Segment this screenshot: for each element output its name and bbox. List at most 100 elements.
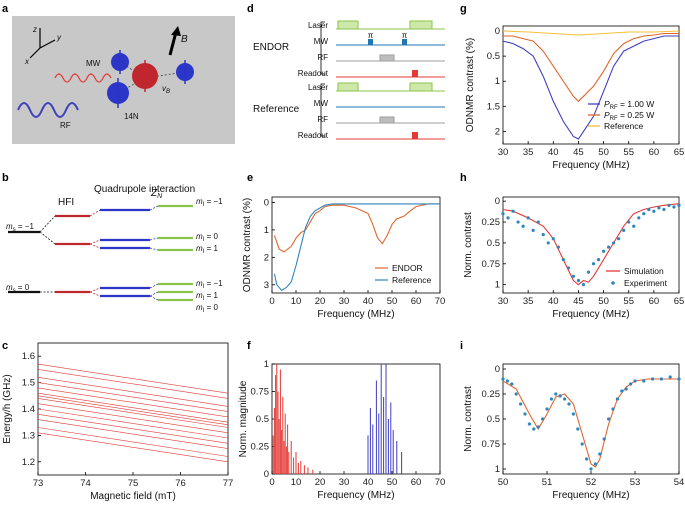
data-point	[580, 442, 584, 446]
y-tick-label: 1.5	[22, 378, 35, 389]
y-axis-label: Norm. magnitude	[238, 380, 249, 457]
x-tick-label: 60	[411, 296, 422, 307]
plot-frame	[502, 196, 680, 294]
ms-minus1-label: ms = −1	[6, 222, 34, 233]
data-point	[622, 228, 626, 232]
y-tick-label: 0.75	[482, 439, 501, 450]
data-point	[593, 462, 598, 466]
chart-e: 0 10 20 30 40 50 60 70 0 1 2 3 Frequency (MHz) ODNMR …	[242, 196, 445, 320]
row-label: RF	[317, 53, 328, 62]
y-tick-label: 1.3	[22, 430, 35, 441]
data-point	[541, 417, 545, 421]
data-point	[657, 206, 661, 210]
axis-label-x: x	[24, 57, 30, 66]
series-line	[37, 408, 229, 439]
mi-label-upper-0: mI = −1	[196, 197, 223, 208]
data-point	[677, 377, 681, 381]
y-axis-label: Energy/h (GHz)	[2, 374, 13, 443]
y-tick-label: 0.25	[482, 389, 501, 400]
panel-letter-e: e	[247, 172, 253, 184]
x-tick-label: 52	[586, 477, 597, 488]
b-field-label: B	[181, 34, 188, 45]
data-point	[602, 437, 606, 441]
legend-label: Simulation	[624, 266, 664, 276]
panel-letter-i: i	[460, 340, 463, 352]
x-tick-label: 45	[573, 296, 584, 307]
series-line	[273, 203, 440, 253]
data-point	[607, 417, 611, 421]
timing-diagram: ENDOR Laser MW π π RF Readout Reference Laser MW R…	[253, 20, 445, 140]
chart-i: 50 51 52 53 54 0 0.25 0.5 0.75 1 Frequency (MHz) No…	[463, 363, 685, 501]
panel-a-background	[12, 16, 235, 144]
panel-letter-c: c	[2, 340, 8, 352]
level-connector	[39, 215, 56, 233]
data-point	[589, 467, 593, 471]
x-tick-label: 40	[548, 296, 559, 307]
data-point	[531, 228, 535, 232]
y-tick-label: 0.25	[482, 217, 501, 228]
panel-letter-b: b	[2, 172, 9, 184]
data-point	[601, 249, 606, 253]
data-point	[551, 237, 555, 241]
data-point	[581, 283, 586, 287]
mi-label-upper-2: mI = 1	[196, 244, 218, 255]
x-tick-label: 50	[598, 147, 609, 158]
row-label: Readout	[298, 131, 329, 140]
data-point	[624, 387, 628, 391]
series-line	[37, 427, 229, 457]
y-tick-label: 0	[264, 197, 269, 208]
row-label: Laser	[308, 21, 328, 30]
y-tick-label: 1.5	[487, 101, 500, 112]
data-point	[668, 375, 672, 379]
level-connector	[39, 231, 56, 245]
x-tick-label: 35	[523, 296, 534, 307]
panel-letter-f: f	[247, 340, 251, 352]
data-point	[536, 425, 540, 429]
y-tick-label: 0.75	[482, 259, 501, 270]
y-tick-label: 3	[264, 280, 269, 291]
panel-letter-d: d	[247, 3, 254, 15]
mw-wave-icon	[54, 73, 112, 83]
data-point	[642, 212, 646, 216]
level-connector	[89, 209, 101, 217]
data-point	[667, 203, 671, 207]
x-tick-label: 60	[411, 477, 422, 488]
row-label: MW	[314, 99, 329, 108]
panel-h: h 30 35 40 45 50 55 60 65 0 0.25 0.5 0.75 1 Frequency…	[460, 172, 684, 320]
row-label: MW	[314, 37, 329, 46]
energy-levels	[8, 204, 193, 302]
x-tick-label: 50	[387, 296, 398, 307]
data-point	[632, 224, 636, 228]
x-tick-label: 35	[523, 147, 534, 158]
panel-d: d ENDOR Laser MW π π RF Readout Reference Laser M…	[247, 3, 445, 140]
x-tick-label: 70	[435, 477, 446, 488]
data-point	[591, 262, 596, 266]
x-tick-label: 50	[598, 296, 609, 307]
rf-label: RF	[60, 121, 71, 130]
data-point	[620, 389, 624, 393]
plot-frame	[271, 363, 441, 475]
x-axis-label: Frequency (MHz)	[317, 490, 394, 501]
x-axis-label: Frequency (MHz)	[552, 160, 629, 171]
y-tick-label: 0.5	[487, 51, 500, 62]
legend-swatch	[611, 281, 615, 285]
series-line	[37, 387, 229, 418]
y-tick-label: 1	[264, 225, 269, 236]
data-point	[532, 427, 536, 431]
legend-label: PRF = 1.00 W	[604, 99, 654, 111]
data-point	[523, 412, 527, 416]
y-tick-label: 1.2	[22, 457, 35, 468]
y-tick-label: 0	[264, 469, 269, 480]
x-tick-label: 30	[498, 296, 509, 307]
x-tick-label: 50	[387, 477, 398, 488]
x-tick-label: 40	[363, 477, 374, 488]
laser-pulse	[409, 82, 433, 92]
data-point	[510, 382, 514, 386]
hfi-header: HFI	[58, 197, 74, 208]
x-tick-label: 53	[630, 477, 641, 488]
group-bracket	[320, 83, 325, 137]
x-tick-label: 54	[674, 477, 685, 488]
data-point	[642, 379, 646, 383]
data-point	[576, 278, 581, 283]
